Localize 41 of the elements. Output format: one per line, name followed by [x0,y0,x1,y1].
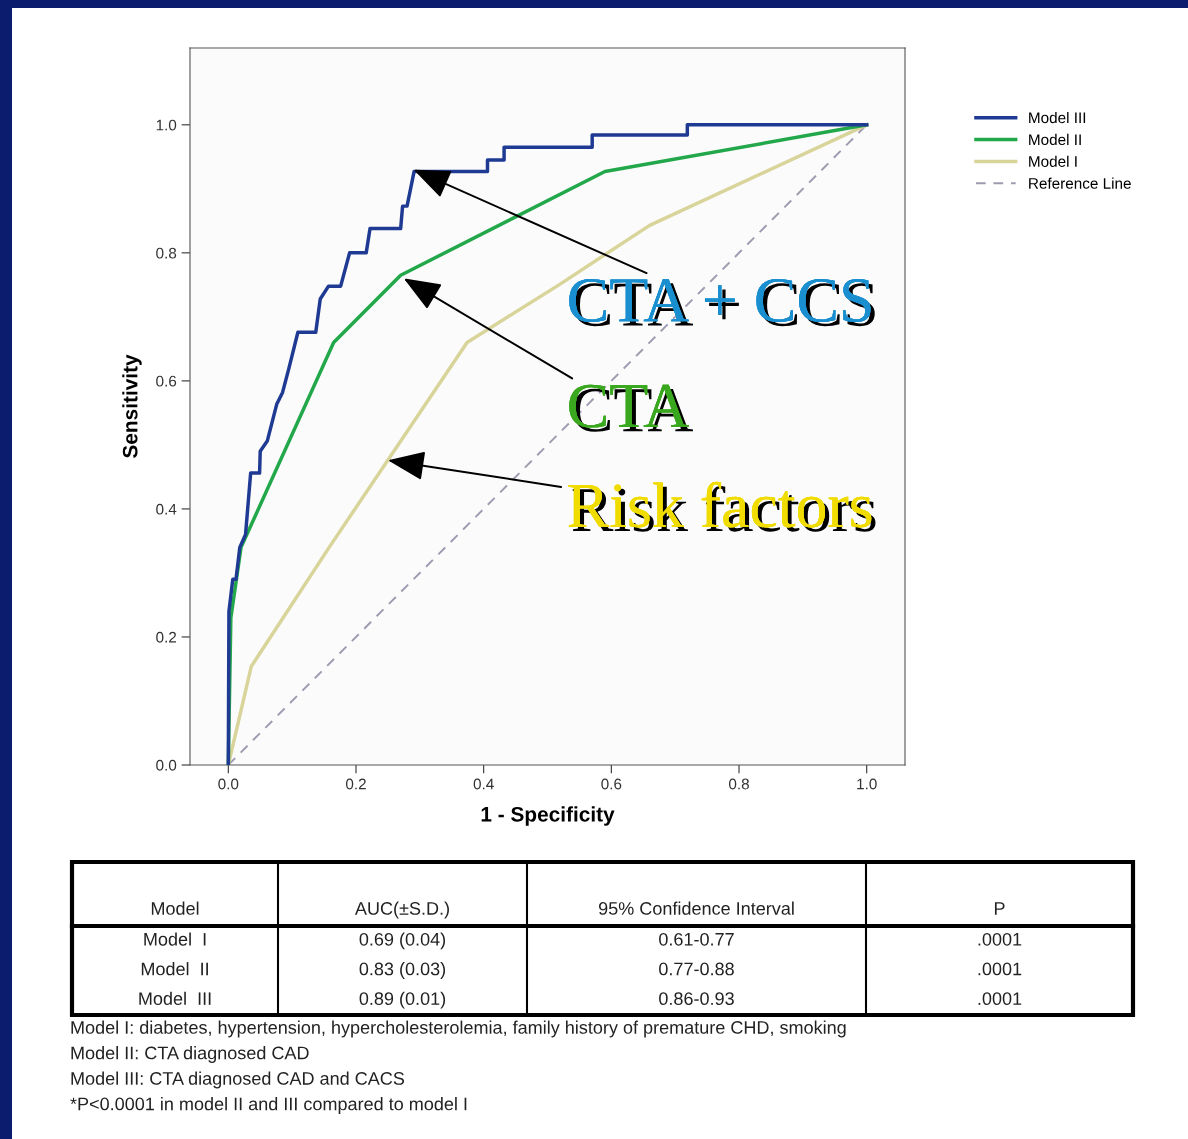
legend-label: Model III [1029,111,1086,124]
text: 0.61-0.77 [659,932,734,946]
text: Model II: CTA diagnosed CAD [71,1046,309,1063]
y-tick-label: 1.0 [156,119,177,131]
text: .0001 [978,962,1022,976]
text: 0.89 (0.01) [359,991,446,1009]
x-tick-label: 0.2 [345,778,366,790]
text: 95% Confidence Interval [598,901,794,915]
text: .0001 [978,992,1022,1006]
text: 0.83 (0.03) [359,962,446,979]
legend-label: Model II [1029,133,1081,146]
y-tick-label: 0.2 [156,631,177,643]
y-tick-label: 0.8 [156,247,177,259]
text: *P<0.0001 in model II and III compared to model I [70,1097,467,1114]
x-tick-label: 0.0 [218,778,239,790]
text: .0001 [978,932,1022,946]
text: Model III: CTA diagnosed CAD and CACS [71,1071,405,1089]
text: Model II [141,962,208,976]
text: AUC(±S.D.) [354,901,449,919]
annotation: Risk factors [568,481,876,532]
text: P [994,902,1005,915]
legend-label: Reference Line [1029,177,1131,189]
x-tick-label: 1.0 [857,778,877,790]
x-tick-label: 0.6 [601,778,622,790]
x-tick-label: 0.8 [729,778,749,790]
x-tick-label: 0.4 [473,778,494,790]
x-axis-title: 1 - Specificity [481,806,615,826]
y-tick-label: 0.4 [156,503,177,515]
text: Model I [144,932,206,946]
y-tick-label: 0.0 [156,759,177,771]
text: 0.77-0.88 [659,962,734,976]
text: 0.86-0.93 [659,992,734,1006]
text: 0.69 (0.04) [359,932,446,950]
text: Model III [139,991,211,1006]
legend-label: Model I [1029,155,1077,167]
text: Model I: diabetes, hypertension, hypercholesterolemia, family history of premature CHD, smoking [71,1020,846,1038]
annotation: CTA + CCS [569,279,875,327]
annotation: CTA [569,384,694,432]
text: Model [151,901,199,915]
y-axis-title: Sensitivity [122,354,142,458]
y-tick-label: 0.6 [156,375,177,387]
